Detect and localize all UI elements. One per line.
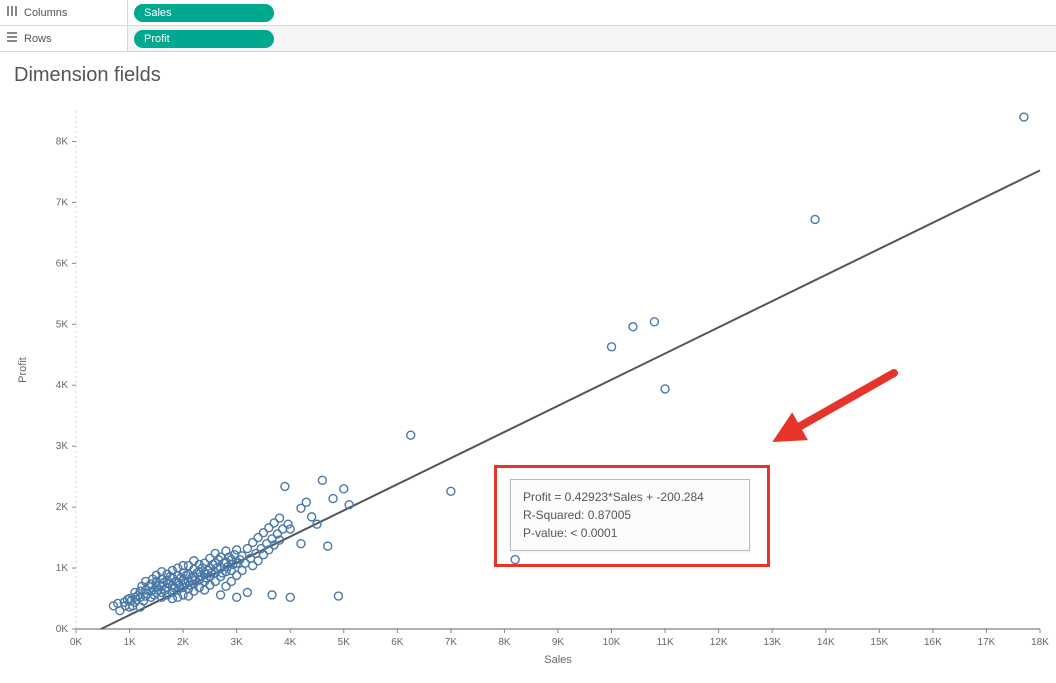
- svg-text:15K: 15K: [870, 637, 888, 648]
- columns-shelf-label-cell: Columns: [0, 0, 128, 25]
- svg-text:6K: 6K: [56, 258, 69, 269]
- svg-text:5K: 5K: [338, 637, 351, 648]
- svg-text:4K: 4K: [284, 637, 297, 648]
- chart-area[interactable]: 0K 1K 2K 3K 4K 5K 6K 7K 8K 9K 10K 11K 12K 13K 14K 15K 16…: [0, 91, 1056, 683]
- trendline-tooltip: Profit = 0.42923*Sales + -200.284 R-Squa…: [510, 479, 750, 551]
- svg-text:9K: 9K: [552, 637, 565, 648]
- svg-text:4K: 4K: [56, 380, 69, 391]
- svg-text:Sales: Sales: [544, 654, 572, 666]
- svg-text:18K: 18K: [1031, 637, 1049, 648]
- svg-text:11K: 11K: [657, 637, 674, 648]
- svg-text:8K: 8K: [56, 136, 69, 147]
- rows-icon: [6, 31, 18, 46]
- svg-text:Profit: Profit: [17, 357, 29, 383]
- tooltip-equation: Profit = 0.42923*Sales + -200.284: [523, 488, 737, 506]
- svg-text:10K: 10K: [603, 637, 621, 648]
- svg-text:2K: 2K: [56, 502, 69, 513]
- svg-text:6K: 6K: [391, 637, 404, 648]
- svg-text:5K: 5K: [56, 319, 69, 330]
- svg-text:3K: 3K: [56, 441, 69, 452]
- rows-pill-area[interactable]: Profit: [128, 26, 1056, 51]
- svg-text:7K: 7K: [56, 197, 69, 208]
- svg-text:8K: 8K: [498, 637, 511, 648]
- tooltip-rsquared: R-Squared: 0.87005: [523, 506, 737, 524]
- svg-text:0K: 0K: [70, 637, 83, 648]
- svg-text:1K: 1K: [56, 563, 69, 574]
- svg-text:17K: 17K: [978, 637, 996, 648]
- svg-text:1K: 1K: [123, 637, 136, 648]
- svg-text:3K: 3K: [231, 637, 244, 648]
- svg-text:13K: 13K: [763, 637, 781, 648]
- rows-pill-profit[interactable]: Profit: [134, 30, 274, 48]
- rows-shelf-label: Rows: [24, 33, 52, 45]
- scatter-chart[interactable]: 0K 1K 2K 3K 4K 5K 6K 7K 8K 9K 10K 11K 12K 13K 14K 15K 16…: [0, 91, 1056, 683]
- svg-text:2K: 2K: [177, 637, 190, 648]
- rows-shelf[interactable]: Rows Profit: [0, 26, 1056, 52]
- svg-text:16K: 16K: [924, 637, 942, 648]
- svg-text:14K: 14K: [817, 637, 835, 648]
- tooltip-pvalue: P-value: < 0.0001: [523, 524, 737, 542]
- columns-shelf-label: Columns: [24, 7, 67, 19]
- svg-text:7K: 7K: [445, 637, 458, 648]
- rows-shelf-label-cell: Rows: [0, 26, 128, 51]
- svg-text:12K: 12K: [710, 637, 728, 648]
- columns-pill-sales[interactable]: Sales: [134, 4, 274, 22]
- columns-pill-area[interactable]: Sales: [128, 0, 1056, 25]
- chart-title: Dimension fields: [0, 52, 1056, 91]
- columns-shelf[interactable]: Columns Sales: [0, 0, 1056, 26]
- svg-text:0K: 0K: [56, 624, 69, 635]
- columns-icon: [6, 5, 18, 20]
